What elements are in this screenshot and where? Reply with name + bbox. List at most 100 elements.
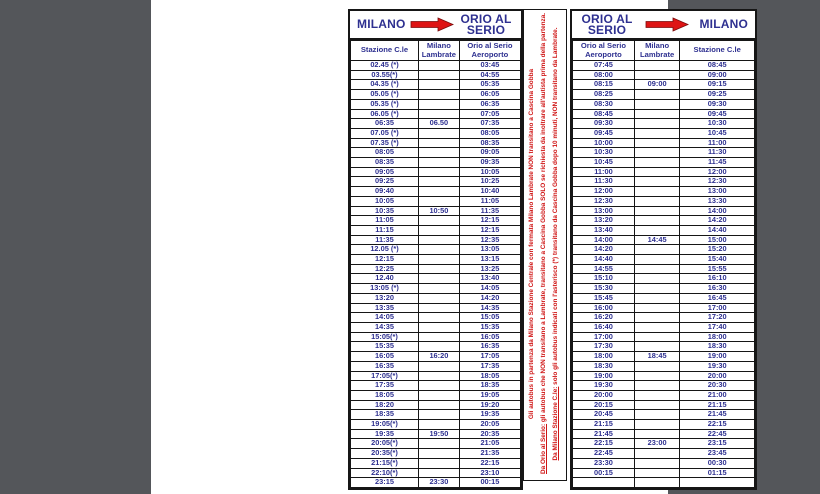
time-cell	[418, 419, 460, 430]
table-row: 06:35 06.50 07:35	[350, 118, 522, 129]
time-cell: 16:35	[350, 360, 419, 372]
time-cell: 13:20	[572, 215, 635, 226]
time-cell: 09:15	[679, 79, 755, 91]
time-cell: 10:25	[458, 176, 522, 188]
table-row: 12.05 (*) 13:05	[350, 244, 522, 256]
time-cell: 14:40	[572, 254, 635, 265]
time-cell: 09:35	[458, 157, 522, 168]
time-cell	[418, 331, 460, 343]
arrow-right-icon	[645, 17, 690, 32]
table-row: 16:40 17:40	[572, 321, 755, 333]
time-cell: 22:45	[572, 448, 635, 459]
time-cell	[633, 89, 681, 100]
time-cell	[633, 127, 681, 139]
time-cell: 10:45	[679, 127, 755, 139]
time-cell: 23:15	[350, 477, 419, 488]
time-cell: 11:05	[458, 195, 522, 207]
destination-label: ORIO AL SERIO	[460, 11, 512, 37]
time-cell: 17:35	[350, 380, 419, 391]
table-row: 10:00 11:00	[572, 137, 755, 149]
time-cell: 21:05	[458, 438, 522, 450]
time-cell: 18:35	[350, 409, 419, 421]
time-cell: 19:30	[679, 360, 755, 372]
time-cell: 14:55	[572, 263, 635, 275]
time-cell: 14:00	[572, 234, 635, 246]
time-cell: 21:45	[572, 428, 635, 440]
timetable-milano-to-orio: MILANO ORIO AL SERIO Stazione C.le Milano…	[348, 9, 523, 490]
time-cell	[633, 331, 681, 343]
time-cell: 04:55	[458, 69, 522, 81]
table-row: 08:05 09:05	[350, 147, 522, 159]
time-cell: 01:15	[679, 467, 755, 479]
column-header: Orio al Serio Aeroporto	[572, 40, 635, 61]
time-cell: 23:10	[458, 467, 522, 479]
time-cell: 12:25	[350, 263, 419, 275]
table-row: 18:30 19:30	[572, 360, 755, 372]
time-cell: 20:45	[572, 409, 635, 421]
time-cell: 22:15	[679, 419, 755, 430]
time-cell	[418, 215, 460, 226]
time-cell: 10:35	[350, 205, 419, 217]
time-cell	[633, 215, 681, 226]
time-cell	[418, 273, 460, 285]
time-cell	[633, 186, 681, 197]
timetable-title-row: MILANO ORIO AL SERIO	[350, 11, 521, 40]
table-row: 21:15 22:15	[572, 419, 755, 430]
table-row: 13:35 14:35	[350, 302, 522, 314]
table-row: 09:05 10:05	[350, 166, 522, 178]
time-cell: 18:35	[458, 380, 522, 391]
column-header: Milano Lambrate	[633, 40, 681, 61]
header-row: Stazione C.le Milano Lambrate Orio al Seri…	[350, 40, 522, 61]
time-cell: 08:45	[679, 60, 755, 71]
table-row: 18:35 19:35	[350, 409, 522, 421]
time-cell	[418, 370, 460, 382]
time-cell	[633, 409, 681, 421]
time-cell: 09:40	[350, 186, 419, 197]
time-cell: 18:00	[679, 331, 755, 343]
time-cell	[418, 302, 460, 314]
table-row: 08:45 09:45	[572, 108, 755, 120]
time-cell	[418, 176, 460, 188]
table-row: 05.35 (*) 06:35	[350, 98, 522, 110]
time-cell	[633, 389, 681, 401]
time-cell: 13:00	[572, 205, 635, 217]
table-row: 05.05 (*) 06:05	[350, 89, 522, 100]
table-row: 08:30 09:30	[572, 98, 755, 110]
time-cell	[418, 166, 460, 178]
time-cell: 13:05 (*)	[350, 283, 419, 294]
time-cell	[418, 69, 460, 81]
time-cell: 20:00	[572, 389, 635, 401]
table-row: 14:40 15:40	[572, 254, 755, 265]
time-cell: 15:00	[679, 234, 755, 246]
time-cell: 19:50	[418, 428, 460, 440]
time-cell	[633, 302, 681, 314]
time-cell: 19:20	[458, 399, 522, 411]
time-cell	[418, 389, 460, 401]
table-row: 11:35 12:35	[350, 234, 522, 246]
time-cell: 15:35	[458, 321, 522, 333]
table-row: 15:10 16:10	[572, 273, 755, 285]
time-cell: 08:35	[350, 157, 419, 168]
table-row: 15:30 16:30	[572, 283, 755, 294]
table-row: 19:00 20:00	[572, 370, 755, 382]
table-row: 12:15 13:15	[350, 254, 522, 265]
time-cell	[633, 224, 681, 236]
time-cell	[418, 244, 460, 256]
table-row: 17:00 18:00	[572, 331, 755, 343]
time-cell: 12:15	[350, 254, 419, 265]
time-cell	[633, 399, 681, 411]
time-cell	[633, 176, 681, 188]
time-cell: 09:05	[350, 166, 419, 178]
table-row: 21:45 22:45	[572, 428, 755, 440]
time-cell	[418, 147, 460, 159]
table-row: 15:35 16:35	[350, 341, 522, 353]
time-cell: 10:45	[572, 157, 635, 168]
time-cell: 20:05(*)	[350, 438, 419, 450]
time-cell: 05.35 (*)	[350, 98, 419, 110]
table-row: 07:45 08:45	[572, 60, 755, 71]
timetable-title-row: ORIO AL SERIO MILANO	[572, 11, 755, 40]
time-cell: 15:40	[679, 254, 755, 265]
time-cell: 08:25	[572, 89, 635, 100]
time-cell: 18:45	[633, 351, 681, 362]
time-cell: 08:05	[350, 147, 419, 159]
